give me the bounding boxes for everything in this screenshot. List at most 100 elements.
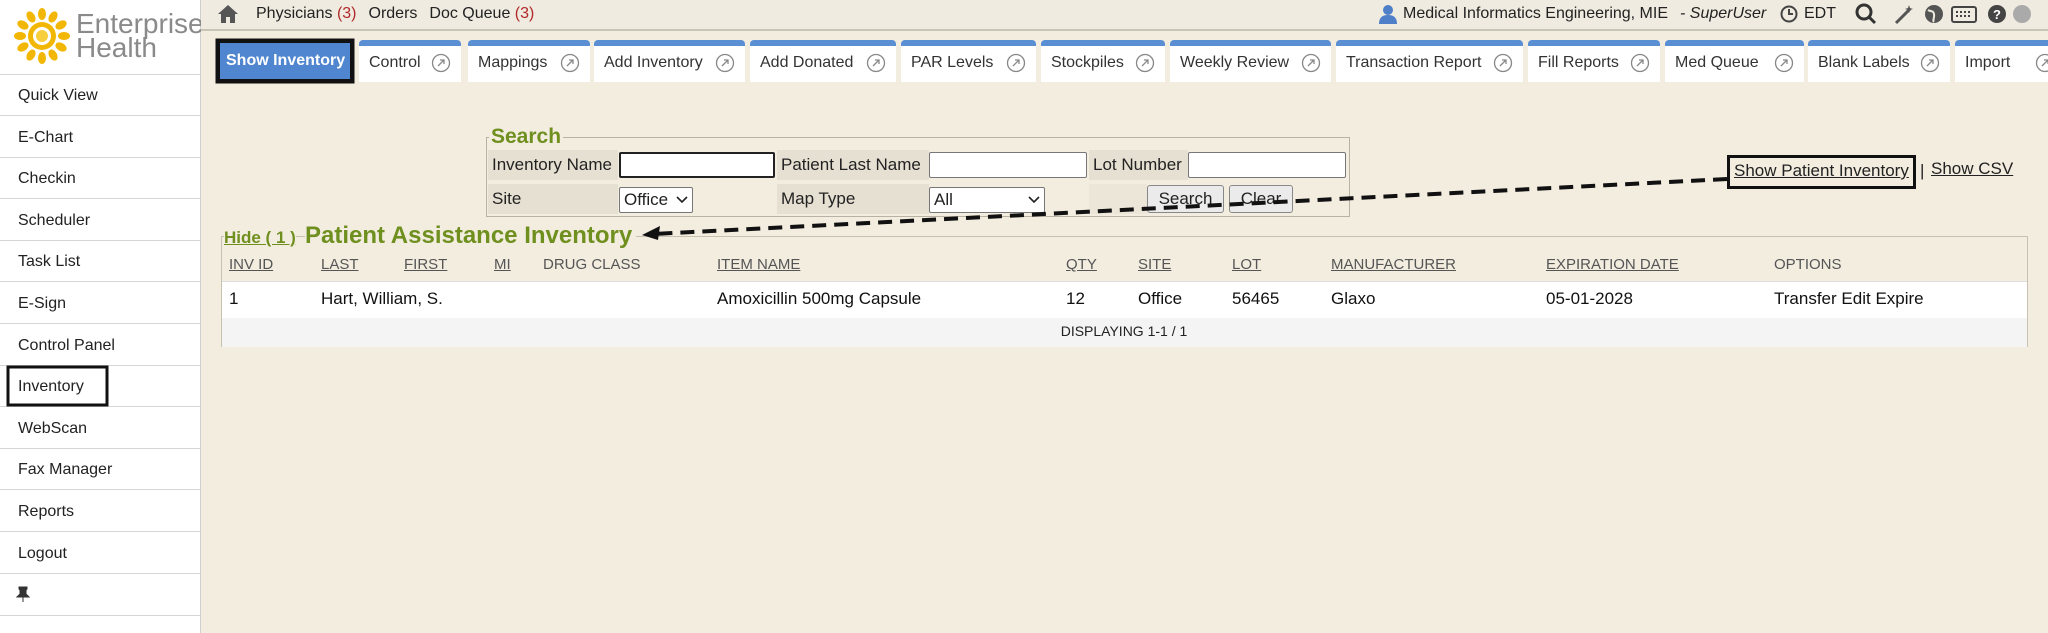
external-icon[interactable] xyxy=(1774,53,1794,73)
hide-link[interactable]: Hide ( 1 ) xyxy=(224,228,296,248)
tab[interactable]: Transaction Report xyxy=(1336,40,1523,82)
lot-number-input[interactable] xyxy=(1188,152,1346,178)
show-patient-inventory-link[interactable]: Show Patient Inventory xyxy=(1734,161,1909,180)
top-link[interactable]: Doc Queue (3) xyxy=(429,5,534,22)
option-link[interactable]: Edit xyxy=(1841,289,1871,308)
inventory-panel xyxy=(221,236,2028,347)
column-header[interactable]: INV ID xyxy=(229,256,274,273)
svg-text:?: ? xyxy=(1993,7,2001,22)
logo-ray xyxy=(55,42,67,52)
nav-item[interactable]: Task List xyxy=(0,241,200,283)
tab[interactable]: Add Donated xyxy=(750,40,896,82)
nav-item[interactable]: Checkin xyxy=(0,158,200,200)
external-icon[interactable] xyxy=(2035,53,2048,73)
top-link[interactable]: Orders xyxy=(369,5,418,22)
search-button[interactable]: Search xyxy=(1147,185,1224,213)
site-select[interactable]: Office xyxy=(619,187,693,213)
tab[interactable]: Fill Reports xyxy=(1528,40,1660,82)
external-icon[interactable] xyxy=(715,53,735,73)
nav-item[interactable]: Logout xyxy=(0,533,200,574)
search-legend: Search xyxy=(491,125,562,148)
external-icon[interactable] xyxy=(1920,53,1940,73)
logo-ray xyxy=(55,20,67,30)
external-icon[interactable] xyxy=(1006,53,1026,73)
table-cell: 05-01-2028 xyxy=(1546,289,1633,308)
external-icon[interactable] xyxy=(1301,53,1321,73)
column-header[interactable]: SITE xyxy=(1138,256,1172,273)
external-icon[interactable] xyxy=(560,53,580,73)
clear-button[interactable]: Clear xyxy=(1229,185,1293,213)
external-icon[interactable] xyxy=(1630,53,1650,73)
tab-label: Mappings xyxy=(478,54,548,71)
column-header[interactable]: LOT xyxy=(1232,256,1262,273)
row-options: Transfer Edit Expire xyxy=(1774,289,1924,309)
tab[interactable]: Mappings xyxy=(468,40,590,82)
patient-last-name-input[interactable] xyxy=(929,152,1087,178)
table-cell: 12 xyxy=(1066,289,1085,308)
option-link[interactable]: Expire xyxy=(1875,289,1924,308)
field-label: Inventory Name xyxy=(488,150,618,180)
tab[interactable]: Show Inventory xyxy=(217,40,353,82)
tab-label: Blank Labels xyxy=(1818,54,1910,71)
column-header: OPTIONS xyxy=(1774,256,1842,273)
logo-icon xyxy=(14,8,70,64)
inventory-name-input[interactable] xyxy=(619,152,775,178)
tab-label: Control xyxy=(369,54,421,71)
map-type-value: All xyxy=(934,190,953,209)
column-header[interactable]: ITEM NAME xyxy=(717,256,801,273)
column-header[interactable]: EXPIRATION DATE xyxy=(1546,256,1679,273)
field-label: Lot Number xyxy=(1089,150,1188,180)
external-icon[interactable] xyxy=(1493,53,1513,73)
nav-item[interactable]: E-Chart xyxy=(0,117,200,158)
tab[interactable]: PAR Levels xyxy=(901,40,1036,82)
nav-item[interactable]: Inventory xyxy=(0,366,200,408)
nav-item[interactable]: Scheduler xyxy=(0,200,200,241)
logo-ray xyxy=(48,49,58,61)
tab[interactable]: Blank Labels xyxy=(1808,40,1950,82)
nav-item[interactable]: Control Panel xyxy=(0,325,200,366)
tab[interactable]: Control xyxy=(359,40,461,82)
nav-item[interactable]: E-Sign xyxy=(0,283,200,324)
external-icon[interactable] xyxy=(431,53,451,73)
table-cell: 1 xyxy=(229,289,239,308)
column-header[interactable]: FIRST xyxy=(404,256,448,273)
top-link-label: Orders xyxy=(368,5,418,22)
column-header[interactable]: LAST xyxy=(321,256,359,273)
toolbar-icons[interactable]: ? xyxy=(1854,3,2044,27)
tab-label: Import xyxy=(1965,54,2011,71)
column-header[interactable]: QTY xyxy=(1066,256,1097,273)
tab[interactable]: Stockpiles xyxy=(1041,40,1165,82)
top-link-count: (3) xyxy=(514,5,535,22)
external-icon[interactable] xyxy=(1135,53,1155,73)
home-icon[interactable] xyxy=(217,4,239,24)
column-header[interactable]: MI xyxy=(494,256,511,273)
clock-icon xyxy=(1780,5,1798,23)
logo-ray xyxy=(38,8,46,20)
field-label: Patient Last Name xyxy=(777,150,929,180)
nav-item[interactable]: Quick View xyxy=(0,75,200,116)
tab[interactable]: Import xyxy=(1955,40,2048,82)
nav-item[interactable]: WebScan xyxy=(0,408,200,449)
tab[interactable]: Med Queue xyxy=(1665,40,1804,82)
tab-label: Med Queue xyxy=(1675,54,1759,71)
nav-item[interactable]: Fax Manager xyxy=(0,449,200,491)
tab[interactable]: Weekly Review xyxy=(1170,40,1331,82)
panel-title: Patient Assistance Inventory xyxy=(305,222,637,250)
top-link[interactable]: Physicians (3) xyxy=(256,5,357,22)
tab[interactable]: Add Inventory xyxy=(594,40,745,82)
option-link[interactable]: Transfer xyxy=(1774,289,1837,308)
map-type-select[interactable]: All xyxy=(929,187,1045,213)
nav-item[interactable]: Reports xyxy=(0,491,200,532)
show-csv-link[interactable]: Show CSV xyxy=(1931,159,2014,178)
column-header[interactable]: MANUFACTURER xyxy=(1331,256,1457,273)
footer-bg xyxy=(222,318,2027,347)
pin-icon[interactable] xyxy=(16,586,30,602)
logo-ray xyxy=(58,32,70,40)
logo-ray xyxy=(14,32,26,40)
external-icon[interactable] xyxy=(866,53,886,73)
tab-label: Fill Reports xyxy=(1538,54,1619,71)
tab-label: Transaction Report xyxy=(1346,54,1482,71)
tab-label: Add Donated xyxy=(760,54,854,71)
field-label: Map Type xyxy=(777,184,929,214)
logo-ray xyxy=(26,11,36,23)
